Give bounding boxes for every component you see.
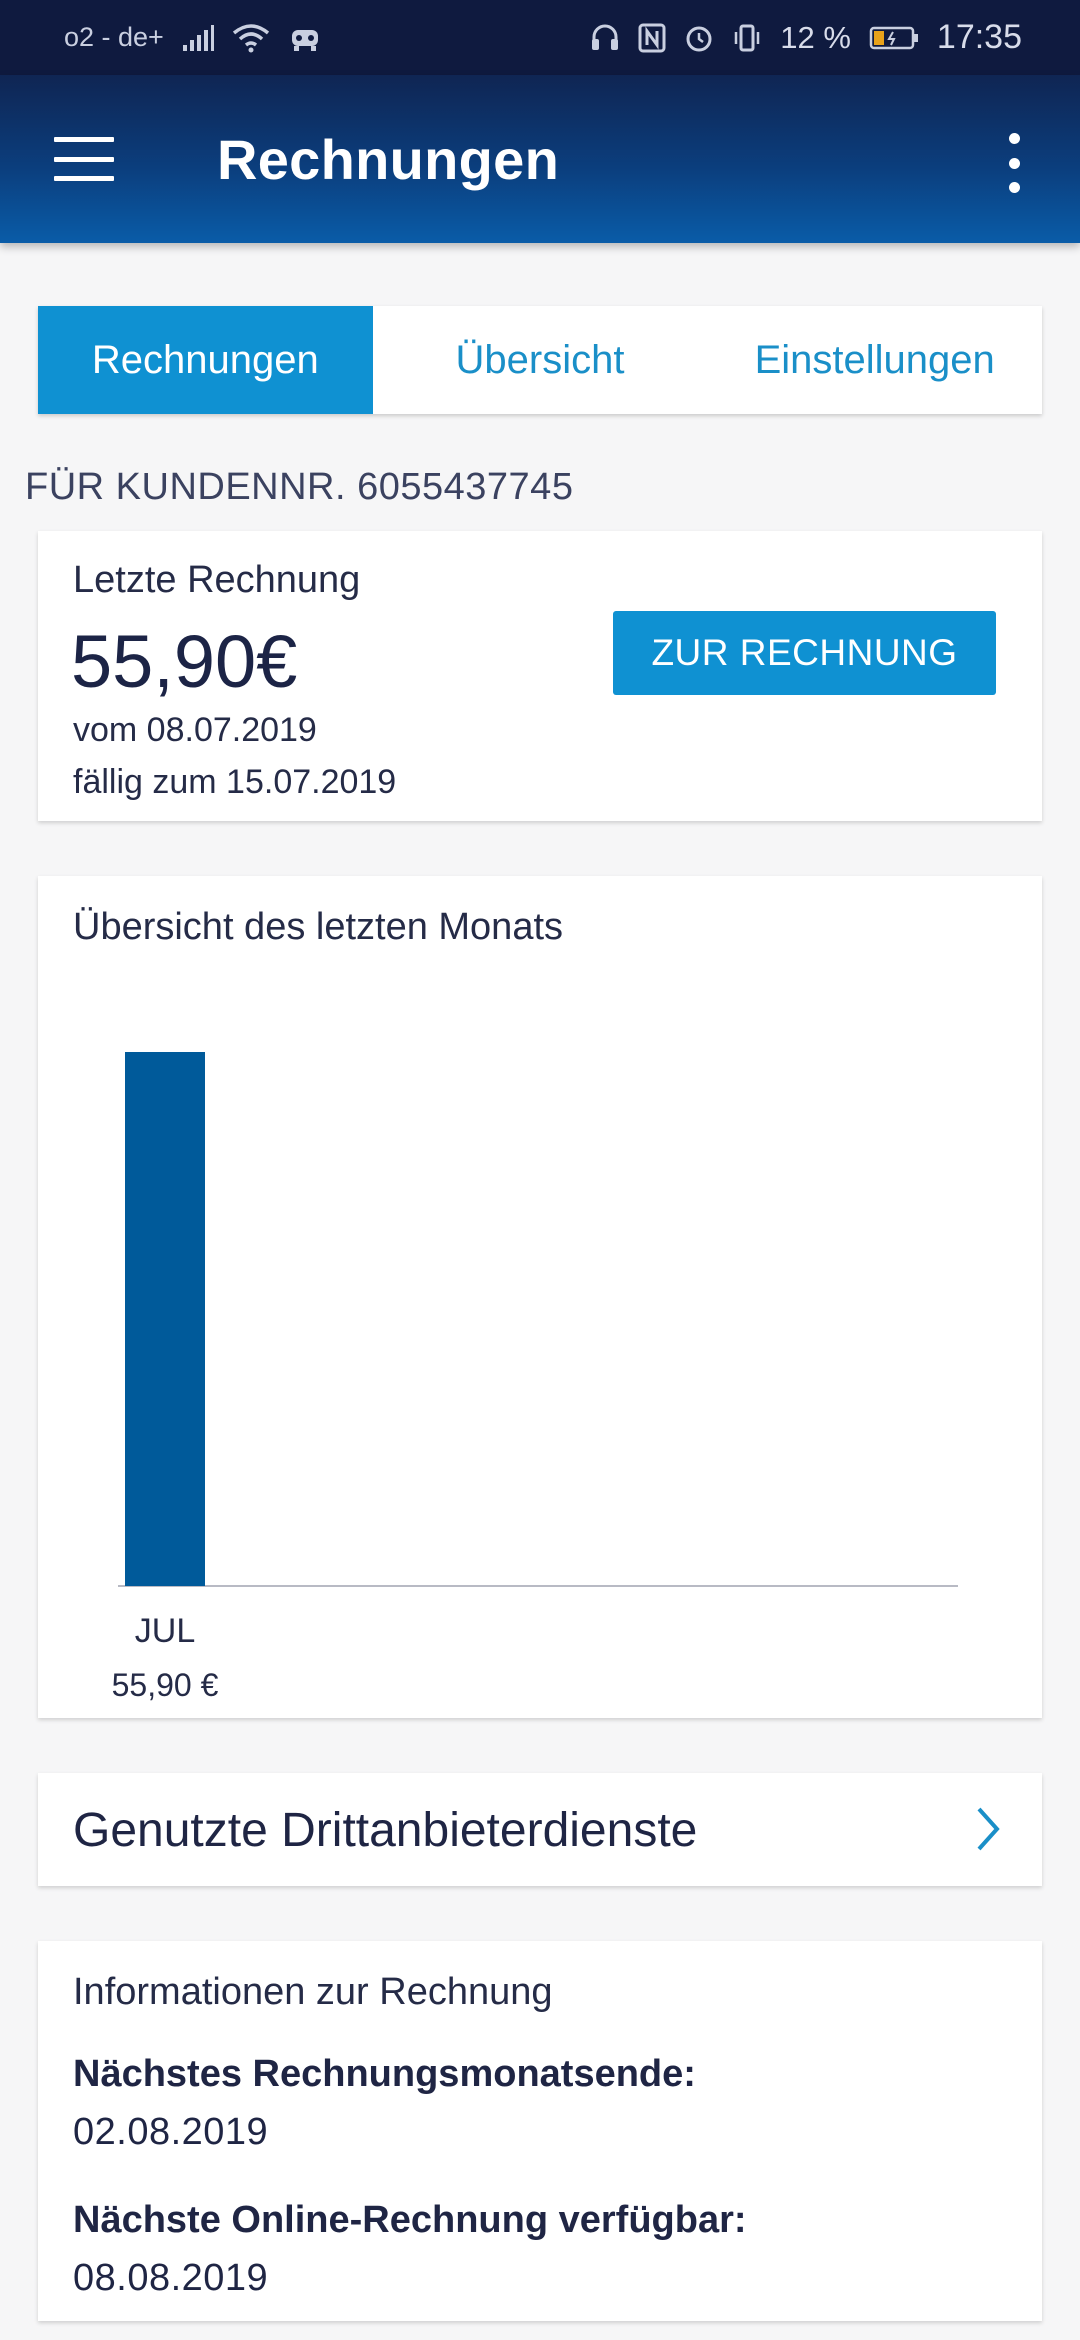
status-bar-left: o2 - de+ — [64, 22, 322, 53]
last-invoice-card: Letzte Rechnung 55,90€ vom 08.07.2019 fä… — [38, 531, 1042, 821]
third-party-services-label: Genutzte Drittanbieterdienste — [73, 1804, 698, 1857]
status-bar: o2 - de+ — [0, 0, 1080, 75]
last-invoice-title: Letzte Rechnung — [73, 559, 361, 601]
carrier-label: o2 - de+ — [64, 22, 164, 52]
vibrate-icon — [732, 23, 762, 53]
status-bar-right: 12 % 17:35 — [590, 18, 1022, 57]
chevron-right-icon — [973, 1805, 1003, 1858]
next-online-invoice-value: 08.08.2019 — [73, 2257, 269, 2299]
battery-percent: 12 % — [780, 19, 851, 55]
wifi-icon — [232, 23, 270, 53]
invoice-info-card: Informationen zur Rechnung Nächstes Rech… — [38, 1941, 1042, 2321]
chart-title: Übersicht des letzten Monats — [73, 906, 564, 948]
monthly-bar-chart: JUL 55,90 € — [112, 1052, 958, 1703]
next-billing-period-end-label: Nächstes Rechnungsmonatsende: — [73, 2053, 696, 2095]
customer-number: FÜR KUNDENNR. 6055437745 — [25, 466, 574, 508]
next-online-invoice-label: Nächste Online-Rechnung verfügbar: — [73, 2199, 747, 2241]
chart-category-label: JUL — [135, 1612, 195, 1650]
hotspot-icon — [288, 24, 322, 52]
last-invoice-date: vom 08.07.2019 — [73, 711, 317, 749]
open-invoice-button[interactable]: ZUR RECHNUNG — [613, 611, 996, 695]
tab-rechnungen[interactable]: Rechnungen — [38, 306, 373, 414]
more-vertical-icon[interactable] — [1003, 133, 1025, 193]
app-bar: Rechnungen — [0, 75, 1080, 243]
alarm-icon — [684, 23, 714, 53]
chart-bar-jul — [125, 1052, 205, 1586]
tab-uebersicht[interactable]: Übersicht — [455, 337, 625, 382]
next-billing-period-end-value: 02.08.2019 — [73, 2111, 269, 2153]
clock: 17:35 — [936, 18, 1022, 56]
last-invoice-amount: 55,90€ — [71, 620, 298, 703]
headset-icon — [590, 23, 620, 53]
battery-icon — [869, 25, 919, 51]
third-party-services-row[interactable]: Genutzte Drittanbieterdienste — [38, 1773, 1042, 1886]
signal-icon — [182, 24, 214, 51]
nfc-icon — [638, 23, 666, 53]
tab-einstellungen[interactable]: Einstellungen — [754, 337, 995, 382]
invoice-info-title: Informationen zur Rechnung — [73, 1971, 553, 2013]
chart-value-label: 55,90 € — [112, 1667, 219, 1703]
page-title: Rechnungen — [217, 128, 560, 191]
last-invoice-due-date: fällig zum 15.07.2019 — [73, 763, 397, 801]
tab-bar: Rechnungen Übersicht Einstellungen — [38, 306, 1042, 414]
hamburger-menu-icon[interactable] — [54, 137, 114, 181]
monthly-overview-card: JUL 55,90 € Übersicht des letzten Monats — [38, 876, 1042, 1718]
